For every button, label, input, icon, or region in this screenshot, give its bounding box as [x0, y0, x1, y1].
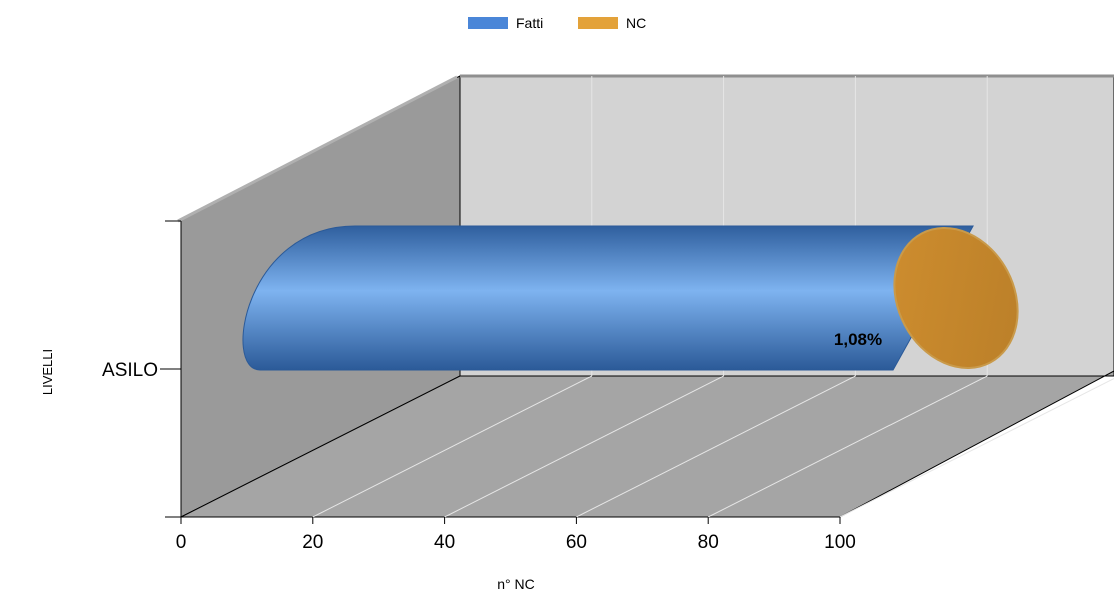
floor-gridline	[312, 375, 593, 518]
data-label-nc: 1,08%	[834, 330, 882, 349]
x-tick-label: 0	[176, 532, 187, 553]
legend: Fatti NC	[468, 15, 646, 31]
floor-gridline	[839, 377, 1114, 518]
x-axis-title: n° NC	[497, 576, 535, 592]
y-axis-title: LIVELLI	[40, 349, 55, 395]
floor-gridline	[576, 375, 856, 518]
bar-nc-asilo	[893, 227, 1019, 369]
floor-gridline	[444, 375, 724, 518]
bar-fatti-asilo	[242, 225, 974, 371]
x-tick-label: 40	[434, 532, 455, 553]
x-tick-label: 80	[698, 532, 719, 553]
axes: ASILO 0 20 40 60 80 100	[102, 220, 856, 553]
legend-swatch-fatti	[468, 17, 508, 29]
floor-gridline	[707, 375, 988, 518]
x-tick-label: 100	[824, 532, 856, 553]
bars	[242, 225, 1019, 371]
legend-swatch-nc	[578, 17, 618, 29]
left-wall-top-edge	[177, 75, 458, 223]
x-tick-label: 60	[566, 532, 587, 553]
legend-label-nc: NC	[626, 15, 646, 31]
x-tick-label: 20	[302, 532, 323, 553]
floor	[180, 370, 1114, 518]
y-tick-label: ASILO	[102, 360, 158, 381]
legend-label-fatti: Fatti	[516, 15, 543, 31]
labels: 1,08%	[834, 330, 882, 349]
